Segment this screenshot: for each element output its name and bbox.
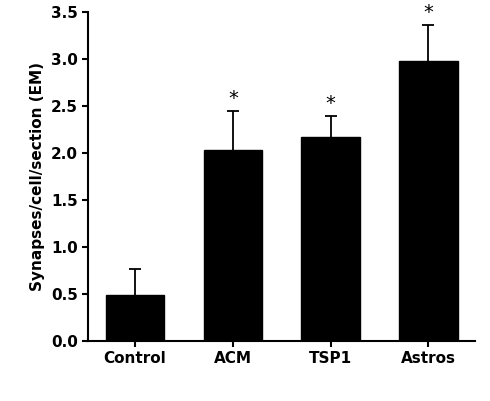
Bar <box>106 295 165 341</box>
Y-axis label: Synapses/cell/section (EM): Synapses/cell/section (EM) <box>30 62 45 291</box>
Text: *: * <box>228 89 238 108</box>
Bar <box>301 137 360 341</box>
Bar <box>399 61 458 341</box>
Text: *: * <box>423 3 433 22</box>
Bar <box>203 150 262 341</box>
Text: *: * <box>326 95 336 113</box>
